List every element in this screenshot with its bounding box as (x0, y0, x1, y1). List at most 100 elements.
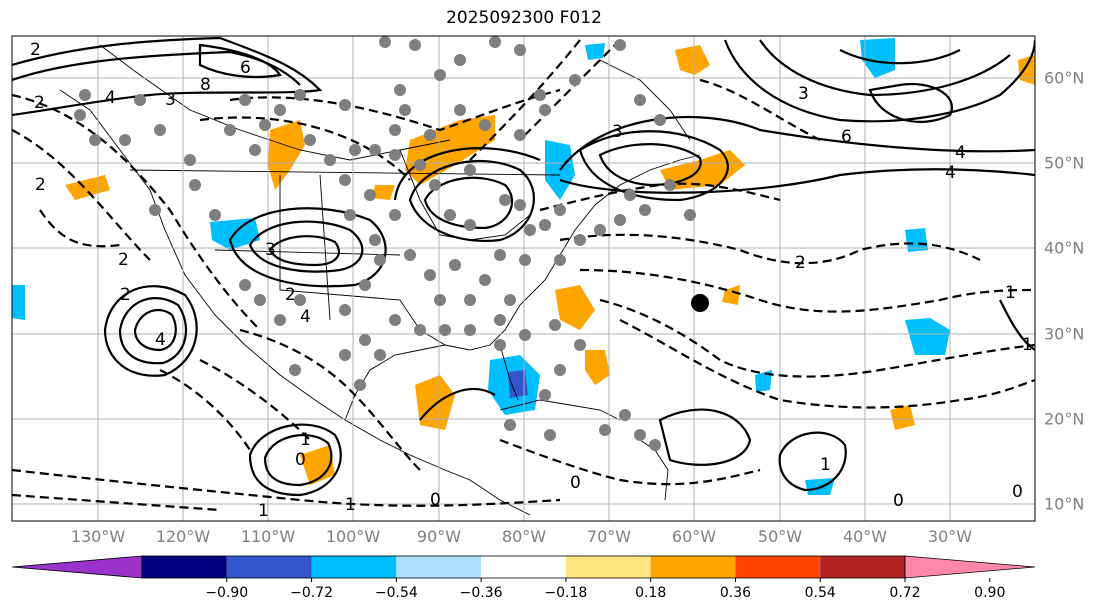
shade-patch (585, 350, 610, 385)
stipple-dots (74, 36, 696, 451)
colorbar-segment (820, 556, 905, 578)
stipple-dot (464, 294, 476, 306)
contour-label: 1 (258, 501, 269, 521)
colorbar-segment (481, 556, 566, 578)
stipple-dot (429, 179, 441, 191)
colorbar-tick-label: 0.18 (635, 585, 667, 601)
stipple-dot (499, 194, 511, 206)
stipple-dot (414, 324, 426, 336)
stipple-dot (389, 209, 401, 221)
stipple-dot (464, 324, 476, 336)
stipple-dot (649, 439, 661, 451)
stipple-dot (514, 44, 526, 56)
stipple-dot (209, 209, 221, 221)
stipple-dot (119, 134, 131, 146)
stipple-dot (534, 89, 546, 101)
stipple-dot (619, 409, 631, 421)
stipple-dot (274, 314, 286, 326)
contour-label: 6 (841, 127, 852, 147)
contour-label: 1 (820, 455, 831, 475)
shade-patch (300, 445, 335, 485)
colorbar-extend-high (904, 555, 1036, 579)
stipple-dot (539, 219, 551, 231)
stipple-dot (414, 159, 426, 171)
lon-label: 120°W (155, 527, 211, 546)
stipple-dot (574, 234, 586, 246)
stipple-dot (254, 294, 266, 306)
stipple-dot (189, 179, 201, 191)
stipple-dot (224, 124, 236, 136)
contour-label: 3 (798, 84, 809, 104)
stipple-dot (554, 364, 566, 376)
stipple-dot (354, 379, 366, 391)
shade-patch (1018, 55, 1035, 85)
stipple-dot (624, 189, 636, 201)
contour-label: 4 (300, 307, 311, 327)
contour-label: 3 (612, 122, 623, 142)
graticule (12, 36, 1035, 521)
stipple-dot (434, 294, 446, 306)
colorbar-segment (142, 556, 227, 578)
colorbar-segment (565, 556, 651, 578)
stipple-dot (149, 204, 161, 216)
colorbar-tick-label: −0.72 (290, 585, 333, 601)
stipple-dot (134, 94, 146, 106)
stipple-dot (339, 304, 351, 316)
stipple-dot (424, 269, 436, 281)
contour-label: 0 (430, 490, 441, 510)
lon-label: 110°W (240, 527, 296, 546)
stipple-dot (489, 36, 501, 48)
stipple-dot (389, 314, 401, 326)
colorbar-segment (650, 556, 736, 578)
stipple-dot (494, 249, 506, 261)
stipple-dot (664, 179, 676, 191)
stipple-dot (479, 119, 491, 131)
colorbar-extend-low (11, 555, 143, 579)
contour-label: 3 (265, 240, 276, 260)
stipple-dot (274, 104, 286, 116)
stipple-dot (389, 149, 401, 161)
stipple-dot (454, 104, 466, 116)
shade-patch (905, 318, 950, 355)
shade-patch (372, 185, 395, 200)
shade-patch (722, 285, 740, 305)
stipple-dot (449, 259, 461, 271)
stipple-dot (374, 254, 386, 266)
contour-label: 2 (120, 285, 131, 305)
stipple-dot (574, 339, 586, 351)
contour-label: 4 (955, 143, 966, 163)
stipple-dot (339, 174, 351, 186)
contour-label: 4 (105, 88, 116, 108)
shading-layer (12, 38, 1035, 495)
stipple-dot (654, 114, 666, 126)
lon-label: 70°W (586, 527, 632, 546)
stipple-dot (434, 69, 446, 81)
shade-patch (585, 43, 605, 60)
shade-patch (12, 285, 25, 320)
stipple-dot (359, 279, 371, 291)
shade-patch (508, 370, 528, 398)
shade-patch (675, 45, 710, 75)
colorbar-tick-label: 0.72 (889, 585, 921, 601)
stipple-dot (479, 274, 491, 286)
stipple-dot (614, 214, 626, 226)
storm-center-marker (691, 294, 709, 312)
contour-label: 4 (155, 330, 166, 350)
stipple-dot (464, 164, 476, 176)
stipple-dot (379, 36, 391, 48)
contour-label: 2 (285, 285, 296, 305)
colorbar-tick-label: −0.90 (205, 585, 249, 601)
contour-label: 1 (1005, 283, 1016, 303)
colorbar-tick-label: −0.54 (374, 585, 418, 601)
stipple-dot (399, 104, 411, 116)
stipple-dot (294, 294, 306, 306)
stipple-dot (554, 204, 566, 216)
coastlines (59, 44, 701, 516)
lat-label: 40°N (1044, 238, 1085, 258)
shade-patch (415, 375, 455, 430)
stipple-dot (359, 334, 371, 346)
stipple-dot (239, 279, 251, 291)
lat-label: 10°N (1044, 494, 1085, 514)
stipple-dot (554, 254, 566, 266)
